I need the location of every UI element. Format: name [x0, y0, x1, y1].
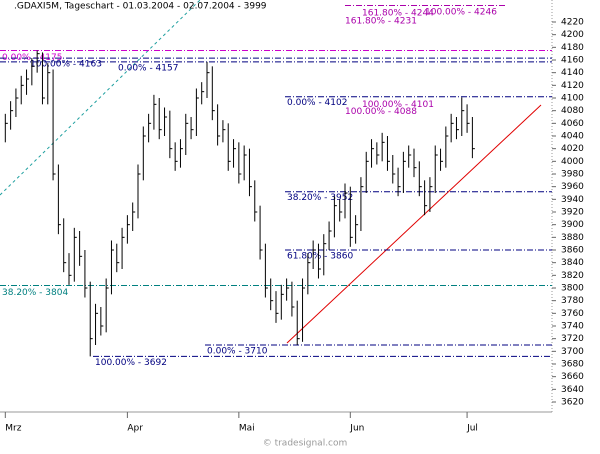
chart-title: .GDAXI5M, Tageschart - 01.03.2004 - 02.0… [14, 2, 267, 12]
y-tick-label: 3680 [561, 360, 584, 370]
y-tick-label: 3960 [561, 182, 584, 192]
x-tick-label: Mai [239, 424, 255, 434]
y-tick-label: 4100 [561, 94, 584, 104]
y-tick-label: 3640 [561, 385, 584, 395]
y-tick-label: 3980 [561, 170, 584, 180]
y-tick-label: 3940 [561, 195, 584, 205]
level-label: 161.80% - 4231 [345, 17, 417, 27]
y-tick-label: 3800 [561, 284, 584, 294]
y-tick-label: 4080 [561, 106, 584, 116]
x-tick-label: Apr [127, 424, 143, 434]
level-label: 0.00% - 4175 [2, 53, 62, 63]
level-label: 100.00% - 4088 [345, 107, 417, 117]
y-tick-label: 3620 [561, 398, 584, 408]
footer: © tradesignal.com [263, 439, 348, 449]
y-tick-label: 4060 [561, 119, 584, 129]
y-tick-label: 4140 [561, 68, 584, 78]
y-tick-label: 3720 [561, 334, 584, 344]
level-label: 38.20% - 3952 [287, 193, 353, 203]
channel-line [0, 0, 201, 196]
level-label: 0.00% - 4157 [118, 63, 178, 73]
y-tick-label: 4160 [561, 56, 584, 66]
level-label: 61.80% - 3860 [287, 252, 353, 262]
trend-line [286, 104, 542, 344]
level-label: 38.20% - 3804 [2, 288, 68, 298]
y-tick-label: 3820 [561, 271, 584, 281]
y-tick-label: 3660 [561, 372, 584, 382]
y-tick-label: 4020 [561, 144, 584, 154]
y-tick-label: 3840 [561, 258, 584, 268]
y-tick-label: 3760 [561, 309, 584, 319]
y-tick-label: 4180 [561, 43, 584, 53]
y-tick-label: 3880 [561, 233, 584, 243]
y-tick-label: 3700 [561, 347, 584, 357]
level-label: 100.00% - 4101 [362, 100, 434, 110]
y-tick-label: 3900 [561, 220, 584, 230]
level-label: 0.00% - 3710 [207, 347, 268, 357]
level-label: 0.00% - 4102 [287, 98, 347, 108]
y-tick-label: 4120 [561, 81, 584, 91]
x-tick-label: Jul [466, 424, 478, 434]
level-label: 100.00% - 4163 [30, 60, 102, 70]
level-label: 100.00% - 4246 [425, 8, 497, 18]
level-label: 100.00% - 3692 [95, 358, 167, 368]
x-tick-label: Mrz [5, 424, 21, 434]
y-tick-label: 4200 [561, 30, 584, 40]
y-tick-label: 3920 [561, 208, 584, 218]
y-tick-label: 3860 [561, 246, 584, 256]
y-tick-label: 3780 [561, 296, 584, 306]
x-tick-label: Jun [349, 424, 364, 434]
y-tick-label: 4040 [561, 132, 584, 142]
y-tick-label: 3740 [561, 322, 584, 332]
y-tick-label: 4220 [561, 18, 584, 28]
y-tick-label: 4000 [561, 157, 584, 167]
level-label: 161.80% - 4244 [362, 8, 434, 18]
